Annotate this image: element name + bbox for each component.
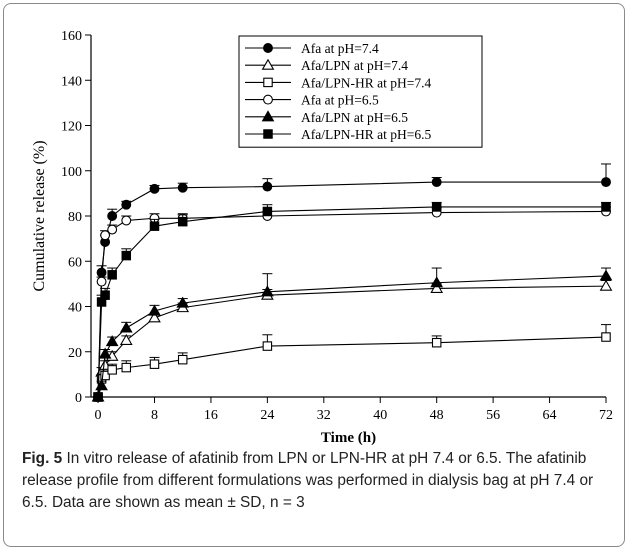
data-point — [431, 337, 442, 348]
data-point — [601, 202, 611, 212]
data-point — [149, 359, 160, 369]
y-tick-label: 40 — [68, 301, 82, 316]
data-point — [431, 202, 442, 212]
legend-label: Afa/LPN at pH=6.5 — [301, 110, 408, 125]
data-point — [93, 392, 103, 402]
x-tick-label: 16 — [204, 408, 218, 423]
series-3 — [93, 324, 611, 402]
data-point — [601, 177, 611, 188]
data-point — [177, 182, 188, 193]
series-5 — [91, 267, 613, 402]
legend-label: Afa/LPN-HR at pH=7.4 — [301, 75, 431, 90]
legend-marker — [263, 94, 273, 105]
data-point — [96, 276, 107, 287]
data-point — [121, 362, 132, 373]
data-point — [149, 183, 160, 194]
data-point — [601, 332, 611, 342]
data-point — [262, 181, 273, 192]
x-tick-label: 32 — [317, 408, 331, 423]
data-point — [100, 230, 111, 241]
x-axis-title: Time (h) — [321, 430, 376, 445]
legend-label: Afa/LPN at pH=7.4 — [301, 58, 408, 73]
data-point — [430, 281, 444, 293]
x-tick-label: 72 — [599, 408, 613, 423]
legend-box — [238, 35, 483, 148]
x-tick-label: 8 — [151, 408, 158, 423]
y-tick-label: 0 — [75, 391, 82, 406]
data-point — [262, 206, 273, 217]
y-tick-label: 120 — [61, 120, 82, 135]
data-point — [431, 177, 442, 188]
data-point — [98, 347, 112, 359]
release-profile-chart: 0 20 40 60 80 100 120 140 160 0 8 16 24 32 40 48 56 64 72 T… — [31, 29, 613, 445]
y-tick-label: 100 — [61, 165, 82, 180]
data-point — [177, 216, 188, 227]
legend-marker — [261, 58, 275, 70]
data-point — [262, 341, 273, 351]
data-point — [148, 304, 161, 316]
series-4 — [93, 206, 611, 402]
figure-label: Fig. 5 — [22, 450, 63, 467]
data-point — [100, 370, 110, 381]
data-point — [107, 270, 117, 280]
legend: Afa at pH=7.4 Afa/LPN at pH=7.4 Afa/LPN-HR… — [238, 35, 483, 148]
series-1 — [93, 163, 611, 402]
series-line — [97, 285, 607, 398]
x-tick-label: 56 — [486, 408, 500, 423]
series-2 — [91, 279, 613, 402]
data-point — [599, 279, 613, 291]
data-point — [107, 224, 118, 235]
y-tick-label: 80 — [68, 210, 82, 225]
series-line — [97, 210, 607, 398]
data-point — [148, 311, 161, 323]
y-tick-label: 60 — [68, 255, 82, 270]
legend-marker — [263, 129, 273, 139]
data-point — [176, 296, 190, 308]
x-tick-label: 40 — [373, 408, 387, 423]
data-point — [105, 335, 119, 347]
data-point — [121, 215, 132, 226]
y-axis-title: Cumulative release (%) — [31, 140, 48, 291]
y-tick-label: 140 — [61, 74, 82, 89]
y-tick-label: 20 — [68, 346, 82, 361]
data-point — [121, 199, 132, 210]
data-point — [430, 276, 444, 288]
legend-label: Afa/LPN-HR at pH=6.5 — [301, 127, 431, 142]
x-tick-label: 0 — [95, 408, 102, 423]
legend-marker — [263, 77, 273, 88]
legend-label: Afa at pH=7.4 — [301, 41, 379, 56]
x-tick-label: 64 — [543, 408, 557, 423]
x-tick-label: 48 — [430, 408, 444, 423]
series-line — [97, 275, 607, 398]
figure-caption-text: In vitro release of afatinib from LPN or… — [22, 450, 594, 511]
y-tick-label: 160 — [61, 29, 82, 44]
series-line — [97, 336, 607, 398]
data-point — [261, 285, 274, 297]
data-point — [149, 221, 160, 231]
legend-marker — [263, 43, 273, 53]
data-point — [107, 365, 117, 375]
series-6 — [93, 201, 611, 402]
data-point — [100, 290, 110, 300]
data-point — [119, 321, 133, 333]
data-point — [599, 269, 613, 281]
data-point — [121, 250, 132, 261]
x-tick-label: 24 — [260, 408, 274, 423]
legend-marker — [261, 110, 275, 122]
data-point — [177, 354, 188, 365]
legend-label: Afa at pH=6.5 — [301, 93, 379, 108]
figure-caption: Fig. 5 In vitro release of afatinib from… — [22, 448, 617, 514]
series-line — [97, 206, 606, 398]
data-point — [107, 211, 118, 221]
data-point — [119, 333, 133, 345]
